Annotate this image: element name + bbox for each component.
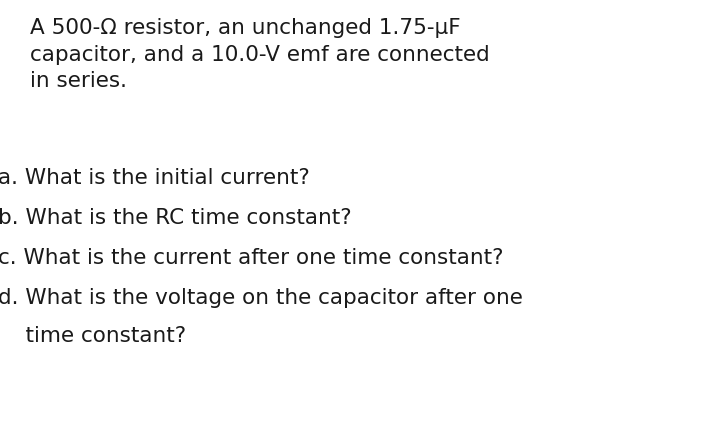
Text: b. What is the RC time constant?: b. What is the RC time constant? [0, 208, 352, 228]
Text: d. What is the voltage on the capacitor after one: d. What is the voltage on the capacitor … [0, 288, 523, 308]
Text: time constant?: time constant? [0, 326, 186, 346]
Text: A 500-Ω resistor, an unchanged 1.75-μF
capacitor, and a 10.0-V emf are connected: A 500-Ω resistor, an unchanged 1.75-μF c… [30, 18, 490, 92]
Text: a. What is the initial current?: a. What is the initial current? [0, 168, 310, 188]
Text: c. What is the current after one time constant?: c. What is the current after one time co… [0, 248, 503, 268]
